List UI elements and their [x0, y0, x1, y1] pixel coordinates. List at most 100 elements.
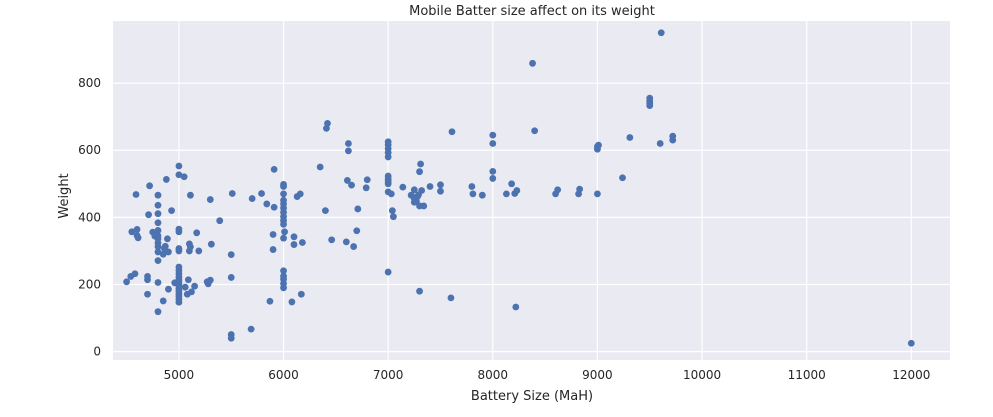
scatter-point — [669, 132, 677, 140]
scatter-point — [508, 180, 516, 188]
scatter-point — [128, 228, 136, 236]
scatter-point — [270, 165, 278, 173]
scatter-point — [468, 183, 476, 190]
scatter-point — [657, 29, 665, 37]
scatter-point — [353, 227, 361, 235]
scatter-point — [316, 163, 324, 171]
scatter-point — [576, 185, 584, 193]
y-tick-label: 400 — [78, 210, 101, 224]
scatter-point — [162, 176, 170, 183]
scatter-point — [502, 190, 510, 198]
scatter-point — [529, 59, 536, 67]
scatter-point — [416, 168, 423, 176]
scatter-point — [134, 234, 142, 242]
scatter-point — [133, 226, 141, 233]
scatter-point — [180, 173, 188, 181]
scatter-point — [296, 190, 304, 198]
scatter-point — [270, 203, 278, 211]
scatter-point — [437, 181, 444, 189]
scatter-point — [228, 190, 236, 197]
chart-title: Mobile Batter size affect on its weight — [409, 4, 655, 19]
y-tick-label: 0 — [93, 345, 101, 359]
scatter-point — [132, 191, 140, 198]
scatter-point — [389, 213, 397, 221]
scatter-point — [448, 128, 456, 136]
scatter-point — [343, 177, 351, 184]
data-points — [123, 29, 915, 347]
scatter-point — [154, 248, 162, 256]
scatter-point — [188, 288, 195, 296]
scatter-point — [165, 285, 172, 293]
scatter-point — [646, 94, 654, 102]
scatter-point — [288, 298, 296, 306]
scatter-point — [216, 217, 224, 225]
scatter-point — [280, 181, 287, 188]
scatter-point — [248, 195, 256, 202]
scatter-point — [159, 250, 167, 258]
scatter-point — [263, 200, 271, 208]
scatter-point — [342, 238, 350, 246]
scatter-point — [165, 248, 172, 256]
scatter-point — [187, 191, 194, 199]
scatter-point — [656, 140, 664, 147]
scatter-point — [350, 243, 358, 250]
scatter-point — [258, 190, 265, 197]
scatter-point — [447, 294, 455, 302]
scatter-point — [626, 134, 634, 141]
scatter-point — [206, 276, 214, 284]
scatter-point — [175, 245, 183, 252]
scatter-point — [154, 201, 162, 209]
scatter-point — [154, 308, 162, 316]
scatter-point — [354, 205, 362, 213]
y-tick-labels: 0 200 400 600 800 — [78, 76, 101, 359]
y-tick-label: 600 — [78, 143, 101, 157]
y-axis-label: Weight — [57, 173, 72, 218]
scatter-point — [363, 176, 371, 184]
scatter-point — [161, 242, 169, 250]
scatter-point — [489, 167, 497, 175]
scatter-point — [328, 236, 336, 244]
scatter-point — [131, 270, 139, 278]
scatter-point — [418, 187, 426, 194]
scatter-point — [145, 211, 152, 219]
scatter-point — [512, 303, 520, 311]
scatter-point — [154, 210, 162, 218]
scatter-point — [154, 257, 162, 265]
scatter-point — [345, 140, 352, 147]
scatter-point — [513, 187, 521, 194]
scatter-point — [247, 325, 255, 333]
x-tick-label: 9000 — [582, 368, 613, 382]
scatter-point — [489, 175, 497, 182]
scatter-point — [175, 263, 183, 271]
y-tick-label: 800 — [78, 76, 101, 90]
scatter-point — [907, 339, 915, 347]
scatter-point — [489, 131, 497, 139]
scatter-point — [175, 171, 183, 179]
scatter-point — [154, 219, 162, 227]
scatter-point — [181, 283, 189, 291]
scatter-point — [159, 297, 167, 305]
x-tick-label: 10000 — [683, 368, 721, 382]
scatter-point — [206, 196, 214, 203]
scatter-point — [437, 187, 444, 195]
scatter-point — [195, 247, 203, 255]
scatter-point — [321, 207, 329, 215]
scatter-point — [269, 231, 277, 238]
scatter-point — [399, 183, 407, 191]
scatter-point — [168, 207, 175, 215]
scatter-point — [384, 268, 392, 276]
scatter-point — [416, 287, 423, 295]
scatter-point — [290, 233, 298, 241]
scatter-point — [154, 227, 162, 234]
scatter-point — [554, 186, 562, 194]
scatter-point — [297, 290, 305, 298]
scatter-point — [175, 225, 183, 233]
scatter-point — [184, 276, 192, 284]
scatter-point — [281, 228, 288, 236]
scatter-point — [144, 290, 151, 298]
x-tick-labels: 5000 6000 7000 8000 9000 10000 11000 12000 — [164, 368, 931, 382]
x-tick-label: 5000 — [164, 368, 195, 382]
scatter-point — [384, 172, 392, 180]
